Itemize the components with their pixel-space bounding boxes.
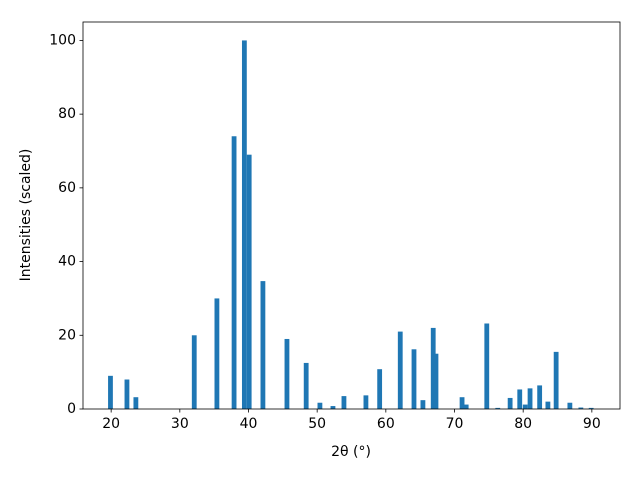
bar: [231, 136, 237, 409]
bar: [507, 397, 513, 409]
x-tick-label: 30: [171, 416, 189, 432]
bar: [284, 338, 290, 409]
x-tick-label: 50: [308, 416, 326, 432]
plot-frame: [82, 21, 621, 410]
bar: [527, 388, 533, 409]
bar: [459, 397, 465, 409]
y-tick-label: 0: [67, 401, 76, 417]
bar: [108, 375, 113, 409]
bar: [241, 40, 247, 410]
y-tick-label: 60: [58, 180, 76, 196]
bar: [545, 401, 551, 409]
y-tick-label: 40: [58, 254, 76, 270]
bar: [124, 379, 130, 409]
bar: [330, 406, 336, 409]
bar: [317, 402, 323, 409]
bar: [433, 353, 439, 409]
bar: [363, 395, 369, 409]
bar: [260, 281, 266, 409]
x-tick-label: 60: [377, 416, 395, 432]
bar: [517, 389, 523, 409]
bar: [484, 323, 490, 409]
x-tick-label: 40: [240, 416, 258, 432]
x-tick-label: 90: [583, 416, 601, 432]
bar: [522, 404, 528, 409]
x-tick-label: 20: [102, 416, 120, 432]
y-tick-label: 20: [58, 327, 76, 343]
bar: [214, 298, 220, 409]
y-tick-label: 100: [49, 32, 76, 48]
bar: [133, 397, 139, 409]
y-axis-label: Intensities (scaled): [18, 149, 34, 282]
bar: [578, 407, 584, 409]
bar: [537, 385, 543, 409]
bar: [303, 362, 309, 409]
bar: [567, 402, 573, 409]
x-tick-label: 80: [514, 416, 532, 432]
bar: [341, 396, 347, 409]
bar: [411, 349, 417, 409]
bar: [397, 331, 403, 409]
bar: [495, 407, 501, 409]
y-tick-label: 80: [58, 106, 76, 122]
bar: [553, 351, 559, 409]
x-tick-label: 70: [446, 416, 464, 432]
bar: [377, 369, 383, 409]
x-axis-label: 2θ (°): [331, 444, 371, 460]
bar: [588, 407, 594, 409]
bar: [463, 404, 469, 409]
bar: [430, 327, 436, 409]
bar: [246, 154, 252, 409]
bar: [420, 400, 426, 409]
bar: [191, 335, 197, 409]
